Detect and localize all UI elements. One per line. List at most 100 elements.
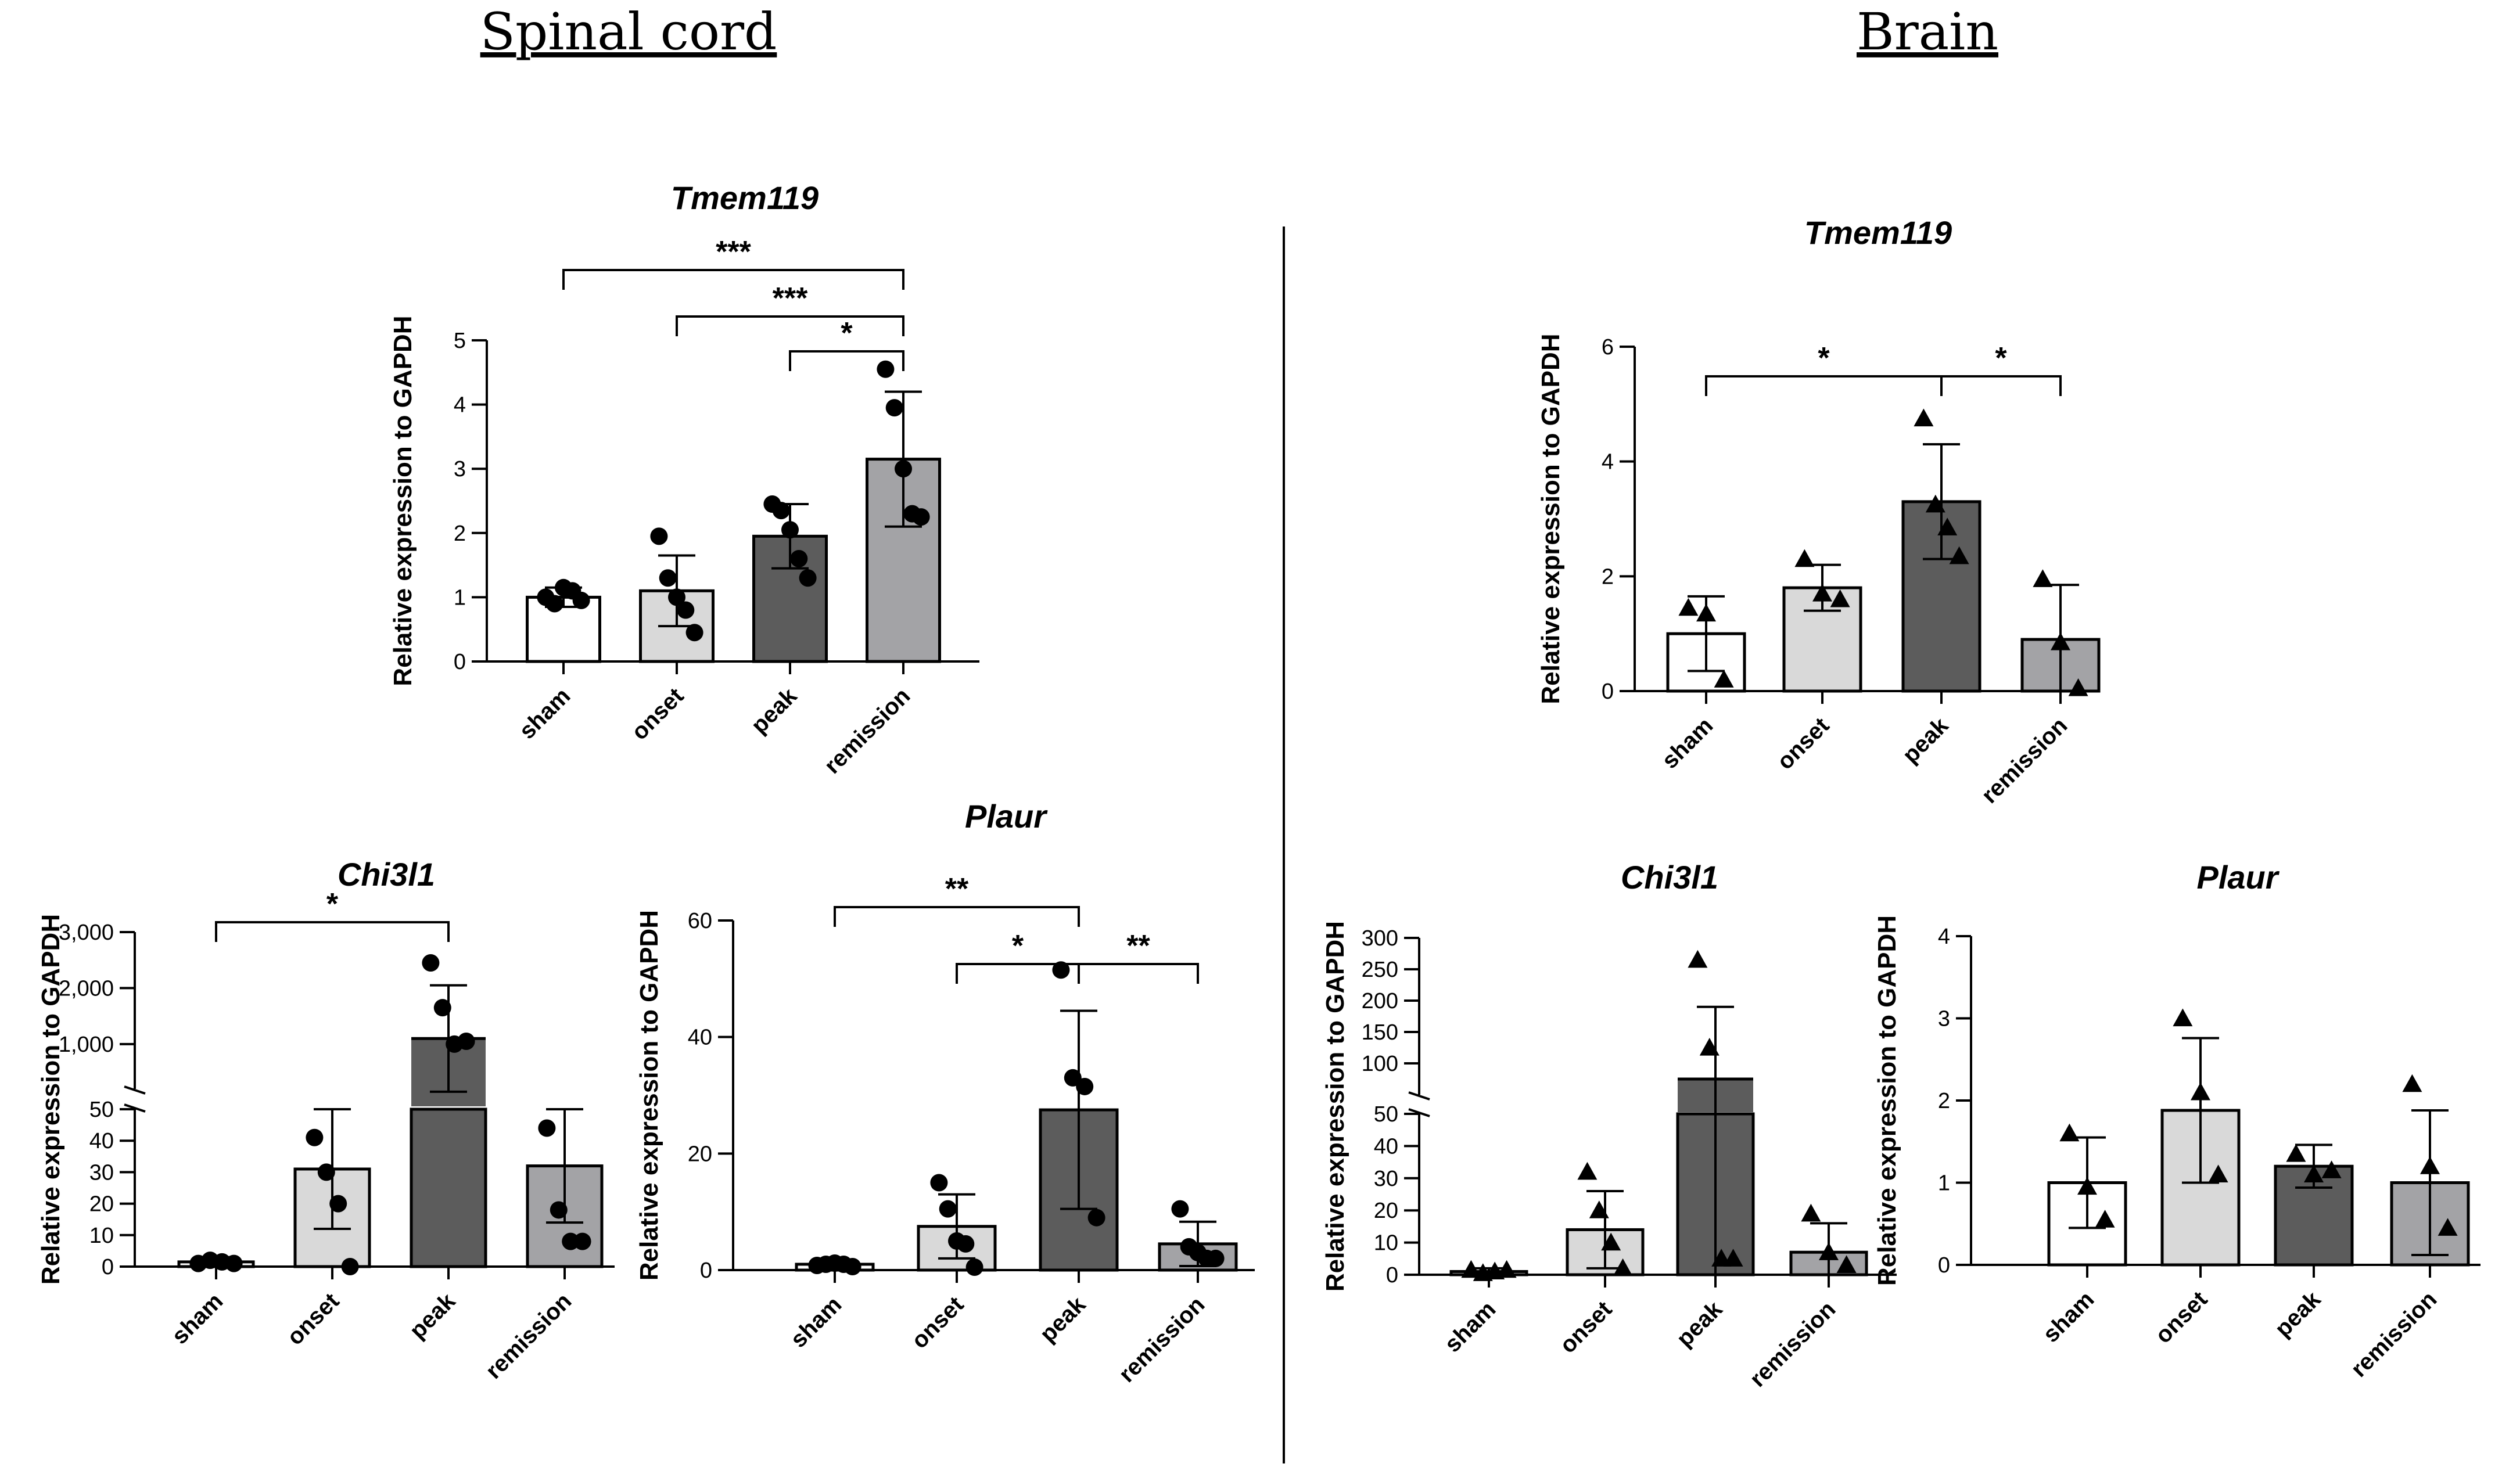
y-lower-tick-label: 10 [1374,1231,1398,1256]
chart-sc-tmem119: Tmem119 Relative expression to GAPDH 0 1 2 3 4… [389,179,979,779]
data-point-sham [2077,1177,2097,1195]
chart-title: Tmem119 [671,179,819,216]
y-tick-label: 0 [1602,679,1614,704]
data-point-remission [2068,678,2088,696]
data-point-peak [790,550,808,568]
y-lower-tick-label: 20 [1374,1199,1398,1223]
y-lower-tick-label: 40 [89,1129,114,1153]
x-tick-label-onset: onset [282,1288,344,1350]
data-point-remission [573,1232,591,1250]
significance-stars: * [1818,341,1830,375]
data-point-remission [2402,1074,2422,1092]
axis-break-mark [124,1085,146,1095]
data-point-peak [2321,1160,2342,1178]
y-tick-label: 2 [1602,564,1614,589]
x-tick-label-onset: onset [1555,1296,1617,1358]
data-point-sham [545,595,563,613]
data-point-remission [1801,1203,1821,1222]
y-upper-tick-label: 2,000 [59,976,114,1001]
data-point-onset [2173,1008,2193,1027]
data-point-remission [2033,569,2053,587]
data-point-onset [659,569,677,587]
data-point-sham [1714,670,1734,688]
y-axis-label: Relative expression to GAPDH [635,910,663,1281]
significance-stars: ** [1126,929,1150,963]
data-point-onset [329,1195,347,1213]
data-point-sham [843,1257,861,1275]
data-point-peak [457,1033,475,1051]
y-tick-label: 0 [1938,1253,1950,1278]
y-tick-label: 6 [1602,335,1614,359]
x-tick-label-onset: onset [907,1292,969,1354]
data-point-peak [1052,961,1070,979]
data-point-remission [2420,1156,2440,1174]
chart-title: Plaur [965,798,1048,835]
x-tick-label-remission: remission [820,683,916,779]
y-upper-tick-label: 250 [1362,958,1398,982]
x-tick-label-onset: onset [627,683,689,745]
data-point-onset [317,1163,335,1181]
data-point-peak [1723,1249,1743,1267]
data-point-onset [957,1235,975,1253]
y-tick-label: 1 [1938,1171,1950,1196]
significance-stars: * [841,317,853,350]
x-tick-label-peak: peak [405,1288,461,1344]
data-point-peak [799,569,817,587]
data-point-onset [341,1258,359,1275]
x-tick-label-sham: sham [2038,1286,2099,1347]
data-point-peak [433,999,451,1017]
data-point-onset [1613,1258,1633,1276]
y-axis-label: Relative expression to GAPDH [1321,921,1349,1292]
data-point-peak [1914,408,1934,427]
chart-br-chi3l1: Chi3l1 Relative expression to GAPDH 0 10 20 3… [1321,859,1897,1392]
y-tick-label: 3 [454,457,466,481]
data-point-remission [2438,1218,2458,1236]
data-point-onset [965,1258,983,1276]
data-point-peak [1699,1038,1720,1056]
significance-bracket [676,315,904,336]
data-point-peak [1688,950,1708,968]
chart-title: Plaur [2196,859,2280,896]
x-tick-label-remission: remission [2346,1286,2442,1382]
data-point-sham [1461,1260,1481,1278]
significance-stars: *** [716,235,751,269]
x-tick-label-sham: sham [167,1288,228,1349]
data-point-peak [1937,517,1958,535]
data-point-peak [772,502,790,520]
significance-stars: * [1995,341,2007,375]
chart-title: Tmem119 [1804,214,1952,251]
data-point-remission [885,399,903,417]
data-point-onset [2191,1082,2210,1101]
x-tick-label-remission: remission [1745,1296,1841,1392]
data-point-peak [422,954,440,972]
data-point-sham [225,1254,243,1272]
y-lower-tick-label: 50 [89,1098,114,1122]
x-tick-label-peak: peak [1035,1292,1091,1347]
y-upper-tick-label: 200 [1362,989,1398,1013]
y-tick-label: 1 [454,585,466,610]
data-point-peak [1076,1077,1094,1095]
y-upper-tick-label: 300 [1362,926,1398,951]
data-point-remission [912,508,930,526]
chart-title: Chi3l1 [338,856,435,893]
x-tick-label-peak: peak [2270,1286,2326,1342]
data-point-sham [2059,1123,2080,1142]
y-lower-tick-label: 0 [102,1255,114,1279]
data-point-peak [1949,546,1969,564]
y-tick-label: 4 [1938,925,1950,949]
significance-bracket [1705,375,1943,396]
bar-peak-lower [410,1107,487,1268]
data-point-onset [1601,1232,1621,1251]
data-point-onset [1589,1200,1609,1218]
data-point-remission [877,360,895,378]
data-point-peak [1925,494,1945,513]
data-point-sham [1496,1260,1517,1278]
y-tick-label: 0 [454,650,466,674]
y-lower-tick-label: 0 [1386,1263,1398,1288]
significance-stars: ** [945,872,969,906]
section-title-spinal-cord: Spinal cord [480,2,777,62]
data-point-sham [1678,598,1699,616]
x-tick-label-sham: sham [1657,713,1718,774]
x-tick-label-sham: sham [514,683,575,744]
significance-stars: * [326,887,339,921]
